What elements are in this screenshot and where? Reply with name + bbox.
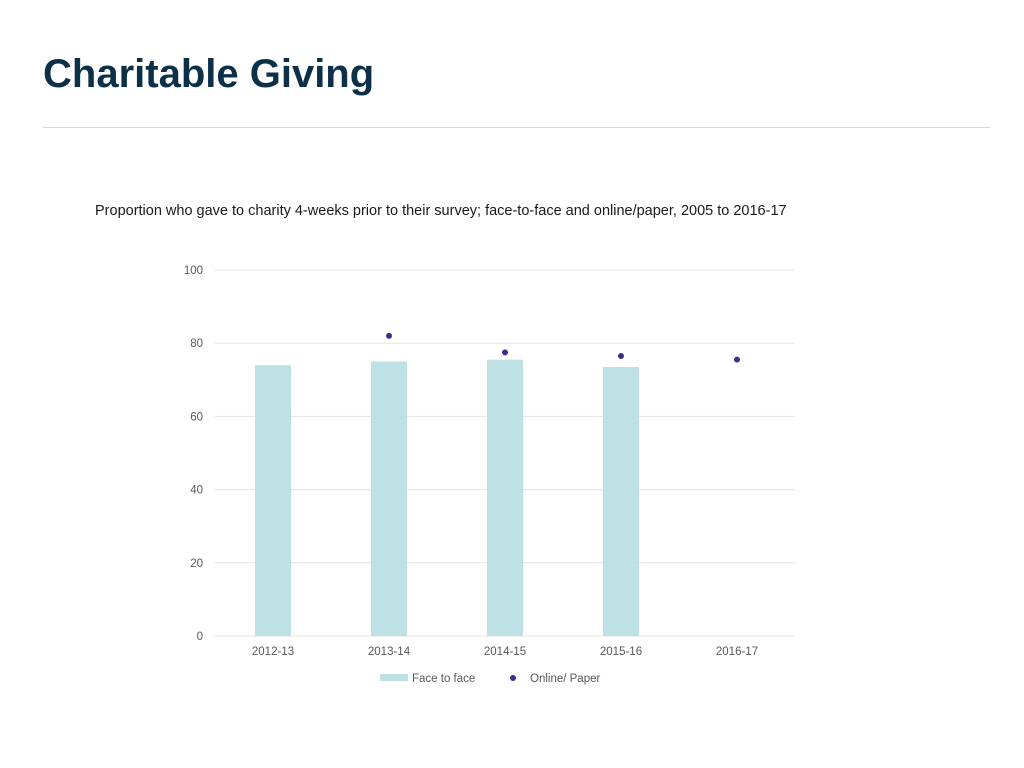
x-tick-label: 2014-15 <box>484 646 526 658</box>
y-tick-label: 0 <box>197 631 203 643</box>
title-divider <box>43 127 990 128</box>
y-tick-label: 60 <box>190 411 203 423</box>
bar-series-face-to-face <box>255 359 639 636</box>
slide-title: Charitable Giving <box>43 52 375 96</box>
legend-marker-online-paper <box>510 675 516 681</box>
point-online-paper <box>734 356 740 363</box>
point-online-paper <box>618 353 624 360</box>
y-tick-label: 100 <box>184 265 203 277</box>
legend-label-online-paper: Online/ Paper <box>530 673 600 685</box>
bar-face-to-face <box>255 365 291 636</box>
y-axis-tick-labels: 0 20 40 60 80 100 <box>184 265 203 643</box>
x-tick-label: 2016-17 <box>716 646 758 658</box>
legend-label-face-to-face: Face to face <box>412 673 475 685</box>
bar-face-to-face <box>371 361 407 636</box>
point-online-paper <box>386 332 392 339</box>
x-tick-label: 2012-13 <box>252 646 294 658</box>
x-tick-label: 2013-14 <box>368 646 411 658</box>
bar-face-to-face <box>487 359 523 636</box>
x-axis-tick-labels: 2012-13 2013-14 2014-15 2015-16 2016-17 <box>252 646 758 658</box>
point-online-paper <box>502 349 508 356</box>
chart-caption: Proportion who gave to charity 4-weeks p… <box>95 203 787 219</box>
y-tick-label: 20 <box>190 558 203 570</box>
point-series-online-paper <box>386 332 740 363</box>
bar-face-to-face <box>603 366 639 636</box>
legend-swatch-face-to-face <box>380 674 408 681</box>
legend: Face to face Online/ Paper <box>380 673 600 685</box>
y-tick-label: 80 <box>190 338 203 350</box>
y-tick-label: 40 <box>190 485 203 497</box>
x-tick-label: 2015-16 <box>600 646 642 658</box>
